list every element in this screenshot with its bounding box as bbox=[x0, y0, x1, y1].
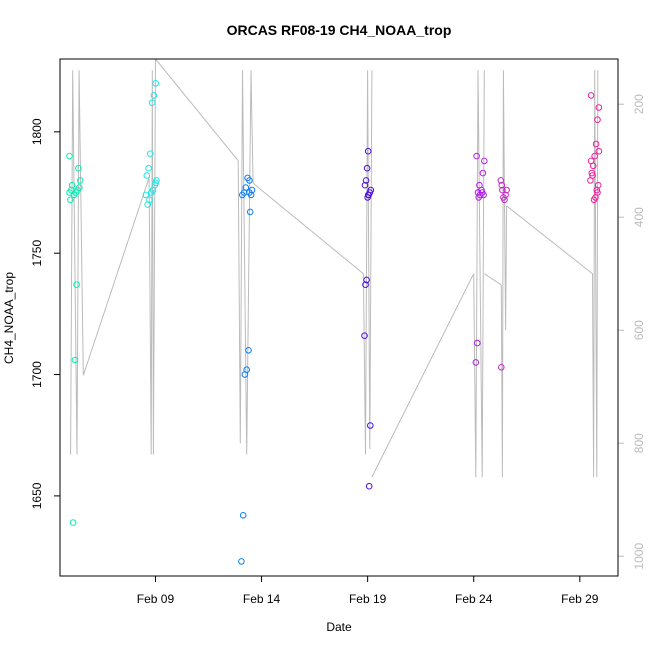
pressure-trace-segment-5 bbox=[506, 70, 599, 478]
point-rf11-0 bbox=[364, 147, 372, 155]
point-rf13-6 bbox=[499, 186, 506, 194]
point-rf11-9 bbox=[362, 281, 369, 289]
plot-frame bbox=[59, 58, 619, 577]
y-tick-label-2: 1750 bbox=[30, 240, 44, 267]
pressure-trace-segment-3 bbox=[371, 70, 485, 478]
point-rf12-3 bbox=[481, 157, 488, 165]
y-tick-label-1: 1700 bbox=[30, 361, 44, 388]
y-tick-label-3: 1800 bbox=[30, 118, 44, 145]
point-rf14-2 bbox=[594, 116, 601, 123]
right-tick-label-3: 800 bbox=[632, 433, 646, 453]
right-tick-label-2: 600 bbox=[632, 320, 646, 340]
point-rf09-1 bbox=[150, 92, 158, 99]
point-rf13-2 bbox=[503, 186, 510, 194]
right-tick-label-0: 200 bbox=[632, 94, 646, 114]
pressure-trace-layer bbox=[70, 58, 599, 478]
right-tick-label-1: 400 bbox=[632, 207, 646, 227]
point-rf14-14 bbox=[595, 147, 603, 155]
point-rf08-8 bbox=[75, 164, 82, 172]
point-rf14-3 bbox=[592, 140, 600, 148]
point-rf12-4 bbox=[479, 169, 487, 177]
point-rf10-1 bbox=[244, 174, 251, 182]
point-rf10-7 bbox=[245, 347, 252, 354]
point-rf08-5 bbox=[68, 181, 76, 189]
chart-title: ORCAS RF08-19 CH4_NOAA_trop bbox=[227, 22, 452, 38]
point-rf09-9 bbox=[147, 189, 155, 196]
point-rf12-2 bbox=[473, 152, 480, 160]
point-rf09-5 bbox=[143, 172, 151, 179]
point-rf12-9 bbox=[472, 359, 480, 366]
point-rf08-6 bbox=[67, 196, 74, 204]
point-rf08-11 bbox=[69, 519, 77, 526]
point-rf11-12 bbox=[365, 482, 373, 490]
point-rf10-4 bbox=[239, 191, 246, 199]
point-rf14-0 bbox=[587, 92, 595, 99]
point-rf08-10 bbox=[71, 356, 79, 364]
x-tick-label-2: Feb 19 bbox=[349, 592, 387, 606]
point-rf13-5 bbox=[500, 194, 507, 201]
point-rf11-11 bbox=[367, 422, 374, 429]
x-axis-label: Date bbox=[326, 620, 352, 634]
point-rf09-4 bbox=[145, 164, 152, 172]
point-rf10-10 bbox=[239, 512, 247, 519]
point-rf11-8 bbox=[363, 276, 370, 284]
point-rf09-2 bbox=[148, 99, 156, 106]
y-axis-label: CH4_NOAA_trop bbox=[2, 272, 16, 364]
pressure-trace-segment-0 bbox=[70, 58, 156, 455]
right-tick-label-4: 1000 bbox=[632, 543, 646, 570]
x-tick-label-3: Feb 24 bbox=[455, 592, 493, 606]
point-rf13-7 bbox=[498, 364, 505, 371]
point-rf08-7 bbox=[76, 177, 84, 184]
axes-layer: Feb 09 Feb 14 Feb 19 Feb 24 Feb 29 1650 1700 17… bbox=[30, 94, 646, 606]
x-tick-label-1: Feb 14 bbox=[243, 592, 281, 606]
point-rf11-1 bbox=[363, 164, 371, 172]
point-rf09-3 bbox=[147, 150, 154, 157]
point-rf13-0 bbox=[498, 181, 506, 189]
x-tick-label-0: Feb 09 bbox=[137, 592, 175, 606]
pressure-trace-segment-4 bbox=[484, 70, 508, 478]
pressure-trace-segment-2 bbox=[252, 70, 373, 455]
point-rf14-4 bbox=[591, 152, 599, 160]
point-rf10-6 bbox=[246, 208, 254, 216]
point-rf11-7 bbox=[364, 194, 371, 201]
x-tick-label-4: Feb 29 bbox=[561, 592, 599, 606]
point-rf10-11 bbox=[238, 558, 245, 565]
point-rf12-8 bbox=[474, 339, 481, 347]
point-rf09-11 bbox=[144, 201, 151, 208]
point-rf09-13 bbox=[152, 179, 159, 187]
point-rf10-13 bbox=[246, 189, 253, 196]
point-rf08-13 bbox=[66, 189, 73, 196]
point-rf11-2 bbox=[362, 177, 370, 184]
point-rf13-1 bbox=[497, 177, 505, 184]
y-tick-label-0: 1650 bbox=[30, 482, 44, 509]
point-rf10-9 bbox=[241, 371, 249, 378]
pressure-trace-segment-1 bbox=[155, 58, 254, 455]
point-rf09-0 bbox=[152, 80, 159, 87]
point-rf14-11 bbox=[590, 196, 598, 204]
point-rf11-3 bbox=[361, 181, 369, 189]
data-points-layer bbox=[66, 80, 603, 565]
point-rf08-9 bbox=[73, 281, 80, 289]
point-rf08-0 bbox=[66, 152, 73, 160]
point-rf14-1 bbox=[595, 104, 603, 111]
point-rf12-11 bbox=[478, 189, 486, 196]
point-rf09-12 bbox=[142, 191, 150, 199]
point-rf14-15 bbox=[594, 189, 601, 196]
point-rf14-12 bbox=[589, 172, 596, 179]
point-rf11-10 bbox=[361, 332, 368, 340]
point-rf11-13 bbox=[364, 191, 372, 199]
point-rf14-13 bbox=[587, 157, 595, 165]
